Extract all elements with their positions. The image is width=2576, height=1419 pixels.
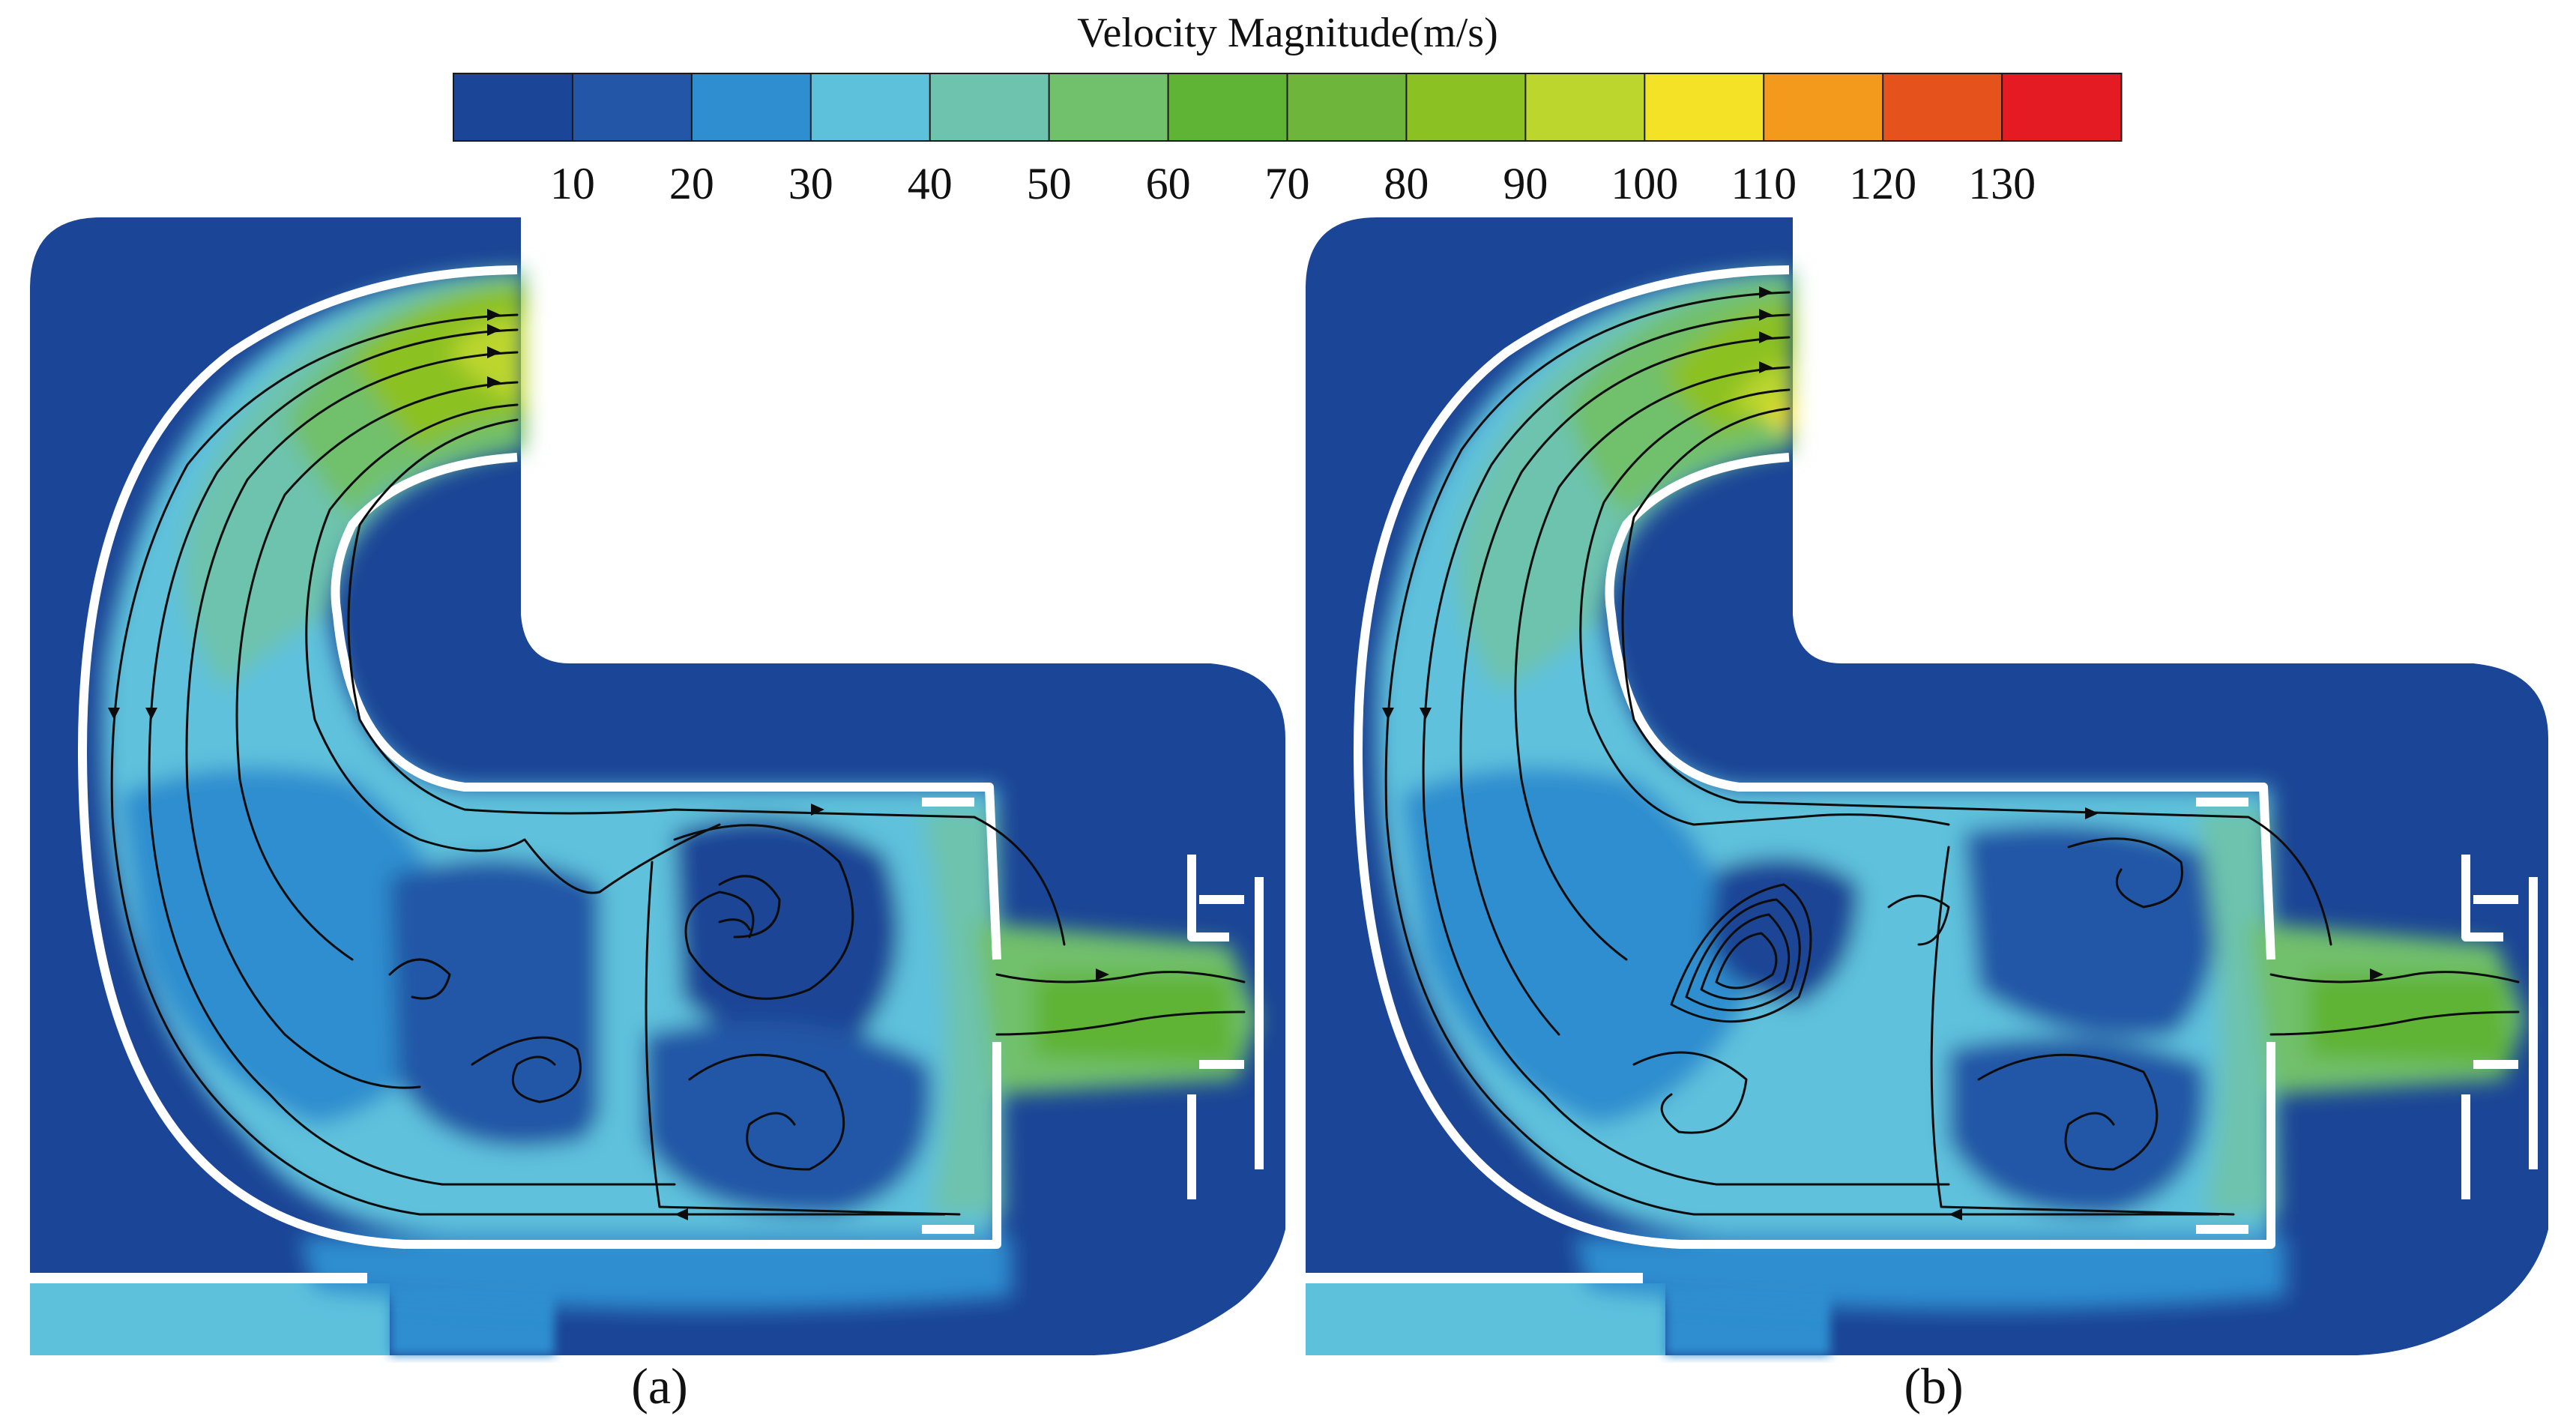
colorbar-tick-label: 110: [1731, 159, 1797, 208]
flow-field-a: [102, 270, 1259, 1310]
colorbar-swatch: [1882, 73, 2003, 142]
colorbar-tick-label: 60: [1146, 159, 1191, 208]
colorbar-swatch: [453, 73, 574, 142]
colorbar-swatch: [1405, 73, 1527, 142]
colorbar-swatch: [1286, 73, 1408, 142]
inlet-strip-b: [1306, 1283, 1665, 1355]
colorbar-swatch: [690, 73, 812, 142]
inlet-strip-a: [30, 1283, 390, 1355]
streamlines-b: [1382, 286, 2520, 1220]
outlet-flange-a: [1187, 855, 1264, 1199]
colorbar-tick-label: 20: [669, 159, 714, 208]
streamlines-a: [108, 309, 1246, 1220]
colorbar-title: Velocity Magnitude(m/s): [1077, 10, 1497, 56]
colorbar-tick-label: 40: [908, 159, 953, 208]
colorbar-tick-label: 10: [550, 159, 595, 208]
colorbar-swatch: [2001, 73, 2123, 142]
outlet-flange-b: [2461, 855, 2538, 1199]
panel-label-a: (a): [631, 1358, 687, 1415]
colorbar-swatch: [1524, 73, 1646, 142]
colorbar-tick-label: 50: [1027, 159, 1072, 208]
panel-a: (a): [30, 217, 1285, 1415]
colorbar-swatch: [1644, 73, 1765, 142]
colorbar-tick-label: 70: [1265, 159, 1310, 208]
colorbar-swatch: [1048, 73, 1170, 142]
colorbar-swatch: [571, 73, 693, 142]
panel-label-b: (b): [1904, 1358, 1963, 1415]
colorbar-tick-label: 120: [1849, 159, 1916, 208]
outer-wall-a: [78, 265, 1001, 1249]
colorbar-tick-label: 90: [1503, 159, 1548, 208]
colorbar-tick-label: 30: [788, 159, 833, 208]
colorbar-tick-label: 100: [1611, 159, 1678, 208]
colorbar-swatch: [1167, 73, 1288, 142]
colorbar-swatch: [929, 73, 1051, 142]
panel-b: (b): [1306, 217, 2548, 1415]
outer-wall-b: [1354, 265, 2275, 1249]
colorbar-swatches: [453, 73, 2123, 142]
colorbar-ticks: 10 20 30 40 50 60 70 80 90 100 110 120 130: [550, 159, 2036, 208]
colorbar: Velocity Magnitude(m/s) 10 20 30 40 50 60 70 80…: [453, 10, 2123, 208]
colorbar-swatch: [809, 73, 932, 142]
colorbar-swatch: [1763, 73, 1884, 142]
inner-wall-b: [1605, 453, 2275, 960]
inner-wall-a: [331, 453, 1001, 960]
colorbar-tick-label: 130: [1968, 159, 2036, 208]
colorbar-tick-label: 80: [1384, 159, 1429, 208]
